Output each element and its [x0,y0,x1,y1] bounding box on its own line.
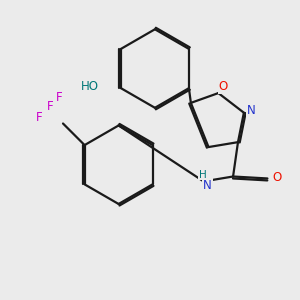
Text: HO: HO [81,80,99,93]
Text: O: O [219,80,228,93]
Text: O: O [273,171,282,184]
Text: N: N [247,104,256,117]
Text: H: H [199,169,206,179]
Text: N: N [203,179,212,192]
Text: F: F [56,92,62,104]
Text: F: F [36,111,43,124]
Text: F: F [47,100,54,113]
